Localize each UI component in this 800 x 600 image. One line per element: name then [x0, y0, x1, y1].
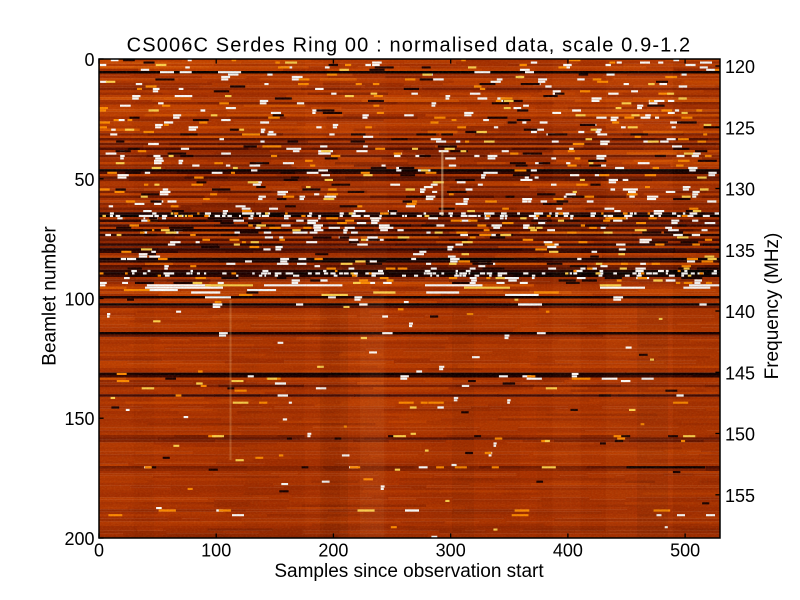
svg-text:CS006C Serdes Ring 00 : normal: CS006C Serdes Ring 00 : normalised data,… — [127, 35, 692, 57]
svg-text:200: 200 — [64, 529, 94, 549]
svg-text:125: 125 — [725, 118, 755, 138]
svg-text:100: 100 — [201, 541, 231, 561]
svg-text:Samples since observation star: Samples since observation start — [274, 561, 544, 582]
svg-text:150: 150 — [64, 409, 94, 429]
svg-text:300: 300 — [436, 541, 466, 561]
svg-text:200: 200 — [318, 541, 348, 561]
svg-text:400: 400 — [553, 541, 583, 561]
svg-text:145: 145 — [725, 363, 755, 383]
svg-text:50: 50 — [74, 170, 94, 190]
svg-text:100: 100 — [64, 290, 94, 310]
svg-text:0: 0 — [94, 541, 104, 561]
svg-text:120: 120 — [725, 57, 755, 77]
svg-text:Frequency (MHz): Frequency (MHz) — [762, 233, 783, 380]
svg-text:500: 500 — [670, 541, 700, 561]
svg-text:130: 130 — [725, 180, 755, 200]
svg-text:135: 135 — [725, 241, 755, 261]
svg-text:140: 140 — [725, 302, 755, 322]
svg-text:155: 155 — [725, 486, 755, 506]
svg-text:150: 150 — [725, 425, 755, 445]
svg-text:Beamlet number: Beamlet number — [40, 226, 61, 366]
svg-text:0: 0 — [84, 50, 94, 70]
